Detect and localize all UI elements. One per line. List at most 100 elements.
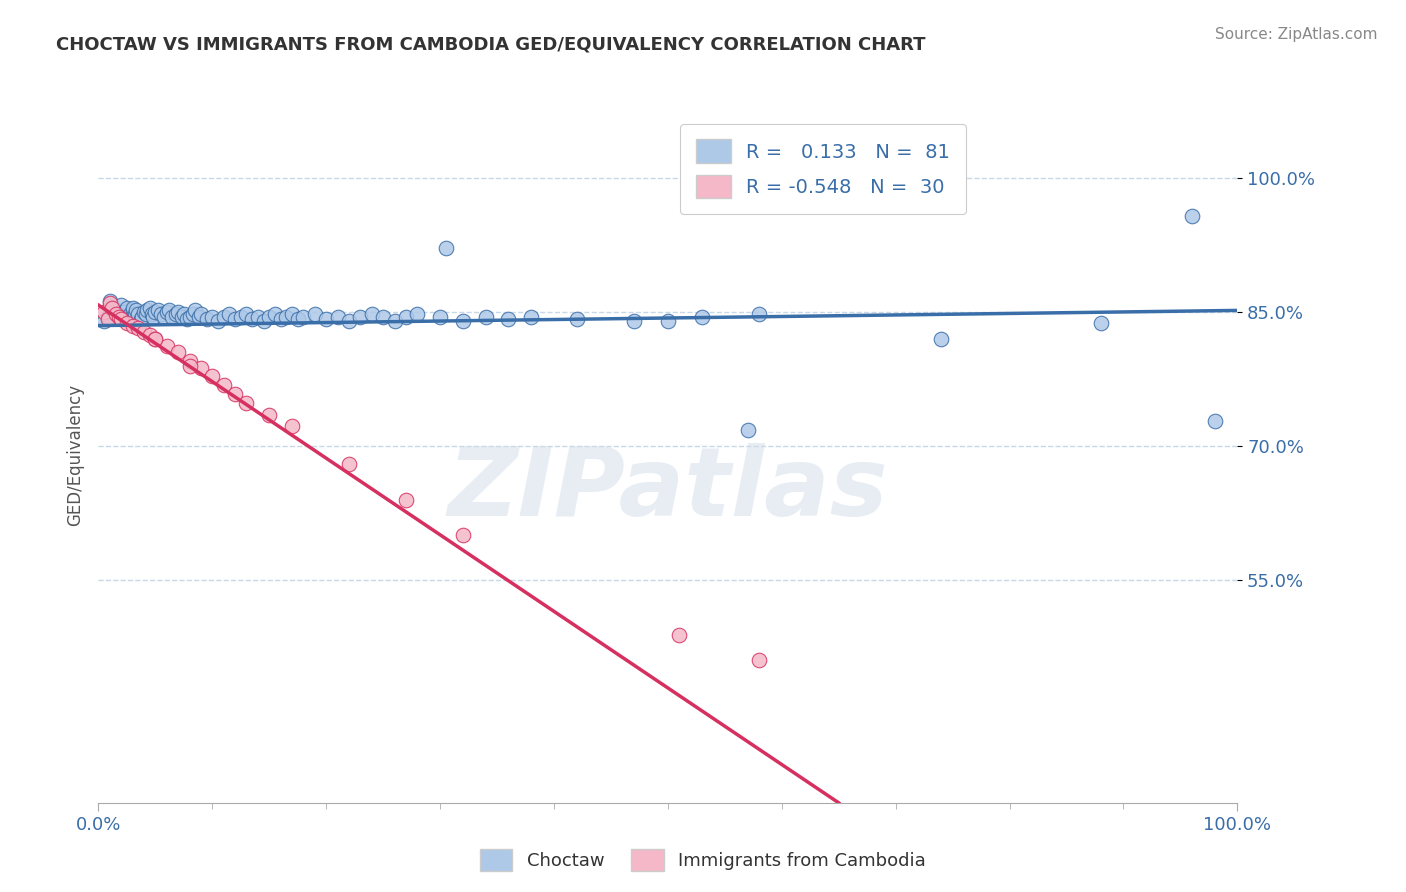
Point	[224, 312, 246, 326]
Point	[246, 310, 269, 324]
Point	[104, 303, 127, 318]
Point	[96, 310, 118, 324]
Point	[176, 312, 198, 326]
Point	[240, 312, 263, 326]
Point	[132, 305, 155, 319]
Point	[98, 296, 121, 310]
Point	[259, 310, 281, 324]
Text: ZIPatlas: ZIPatlas	[447, 443, 889, 536]
Point	[690, 310, 713, 324]
Point	[326, 310, 349, 324]
Point	[929, 332, 952, 346]
Point	[429, 310, 451, 324]
Point	[224, 387, 246, 401]
Point	[93, 305, 115, 319]
Point	[129, 312, 152, 326]
Point	[145, 305, 167, 319]
Point	[668, 628, 690, 642]
Point	[218, 307, 240, 321]
Point	[498, 312, 520, 326]
Point	[349, 310, 371, 324]
Point	[120, 307, 142, 321]
Point	[474, 310, 496, 324]
Text: CHOCTAW VS IMMIGRANTS FROM CAMBODIA GED/EQUIVALENCY CORRELATION CHART: CHOCTAW VS IMMIGRANTS FROM CAMBODIA GED/…	[56, 36, 925, 54]
Point	[157, 303, 180, 318]
Point	[167, 305, 190, 319]
Point	[179, 310, 201, 324]
Point	[1204, 414, 1226, 428]
Point	[395, 310, 418, 324]
Point	[101, 301, 124, 315]
Point	[304, 307, 326, 321]
Point	[281, 419, 304, 434]
Point	[235, 307, 257, 321]
Point	[384, 314, 406, 328]
Point	[131, 310, 153, 324]
Point	[565, 312, 588, 326]
Point	[264, 307, 287, 321]
Point	[101, 301, 124, 315]
Text: Source: ZipAtlas.com: Source: ZipAtlas.com	[1215, 27, 1378, 42]
Point	[187, 310, 209, 324]
Point	[371, 310, 394, 324]
Point	[156, 305, 179, 319]
Point	[281, 307, 304, 321]
Legend: R =   0.133   N =  81, R = -0.548   N =  30: R = 0.133 N = 81, R = -0.548 N = 30	[681, 124, 966, 214]
Point	[145, 332, 167, 346]
Point	[406, 307, 429, 321]
Point	[201, 369, 224, 384]
Point	[115, 310, 138, 324]
Point	[229, 310, 252, 324]
Point	[112, 305, 135, 319]
Point	[195, 312, 218, 326]
Legend: Choctaw, Immigrants from Cambodia: Choctaw, Immigrants from Cambodia	[472, 842, 934, 879]
Point	[96, 312, 118, 326]
Point	[190, 307, 212, 321]
Point	[108, 307, 131, 321]
Point	[623, 314, 645, 328]
Point	[167, 345, 190, 359]
Point	[115, 316, 138, 330]
Point	[287, 312, 309, 326]
Point	[179, 354, 201, 368]
Point	[93, 314, 115, 328]
Point	[138, 301, 160, 315]
Point	[173, 307, 195, 321]
Point	[145, 332, 167, 346]
Point	[212, 310, 235, 324]
Point	[146, 303, 169, 318]
Point	[737, 423, 759, 437]
Point	[337, 314, 360, 328]
Point	[520, 310, 543, 324]
Point	[184, 303, 207, 318]
Point	[1181, 209, 1204, 223]
Point	[434, 241, 457, 255]
Point	[153, 310, 176, 324]
Point	[748, 653, 770, 667]
Point	[165, 307, 187, 321]
Point	[315, 312, 337, 326]
Point	[212, 378, 235, 392]
Point	[360, 307, 382, 321]
Point	[276, 310, 298, 324]
Point	[136, 303, 159, 318]
Point	[110, 298, 132, 312]
Point	[292, 310, 315, 324]
Point	[124, 307, 146, 321]
Point	[141, 307, 163, 321]
Point	[121, 301, 143, 315]
Point	[207, 314, 229, 328]
Point	[135, 307, 157, 321]
Point	[201, 310, 224, 324]
Point	[181, 307, 204, 321]
Point	[748, 307, 770, 321]
Point	[127, 321, 149, 335]
Point	[235, 396, 257, 410]
Point	[395, 492, 418, 507]
Point	[121, 303, 143, 318]
Point	[259, 408, 281, 422]
Point	[337, 457, 360, 471]
Point	[1090, 316, 1112, 330]
Point	[179, 359, 201, 373]
Y-axis label: GED/Equivalency: GED/Equivalency	[66, 384, 84, 526]
